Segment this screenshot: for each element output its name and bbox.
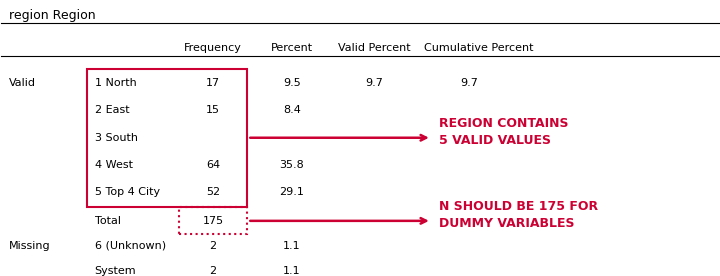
Text: REGION CONTAINS
5 VALID VALUES: REGION CONTAINS 5 VALID VALUES xyxy=(439,117,568,147)
Text: 5 Top 4 City: 5 Top 4 City xyxy=(94,187,160,197)
Text: 52: 52 xyxy=(206,187,220,197)
Text: 6 (Unknown): 6 (Unknown) xyxy=(94,240,166,251)
Text: 1.1: 1.1 xyxy=(283,267,301,276)
Text: 3 South: 3 South xyxy=(94,133,138,143)
Text: 4 West: 4 West xyxy=(94,160,132,170)
Text: 29.1: 29.1 xyxy=(279,187,305,197)
Text: Valid: Valid xyxy=(9,78,35,88)
Text: 1 North: 1 North xyxy=(94,78,136,88)
Text: 9.7: 9.7 xyxy=(366,78,383,88)
Text: Frequency: Frequency xyxy=(184,43,242,53)
Text: 2: 2 xyxy=(210,240,217,251)
Text: 2: 2 xyxy=(210,267,217,276)
Text: 64: 64 xyxy=(206,160,220,170)
Bar xyxy=(179,207,248,234)
Text: Cumulative Percent: Cumulative Percent xyxy=(423,43,533,53)
Text: 2 East: 2 East xyxy=(94,105,130,115)
Text: region Region: region Region xyxy=(9,9,95,22)
Text: Missing: Missing xyxy=(9,240,50,251)
Text: 35.8: 35.8 xyxy=(279,160,305,170)
Text: N SHOULD BE 175 FOR
DUMMY VARIABLES: N SHOULD BE 175 FOR DUMMY VARIABLES xyxy=(439,200,598,230)
Text: 17: 17 xyxy=(206,78,220,88)
Text: 15: 15 xyxy=(206,105,220,115)
Text: 175: 175 xyxy=(202,216,223,226)
Text: 8.4: 8.4 xyxy=(283,105,301,115)
Text: Percent: Percent xyxy=(271,43,313,53)
Text: 1.1: 1.1 xyxy=(283,240,301,251)
Text: Total: Total xyxy=(94,216,121,226)
Text: Valid Percent: Valid Percent xyxy=(338,43,410,53)
Text: System: System xyxy=(94,267,136,276)
Text: 9.5: 9.5 xyxy=(283,78,301,88)
Text: 9.7: 9.7 xyxy=(461,78,478,88)
Bar xyxy=(87,69,248,206)
